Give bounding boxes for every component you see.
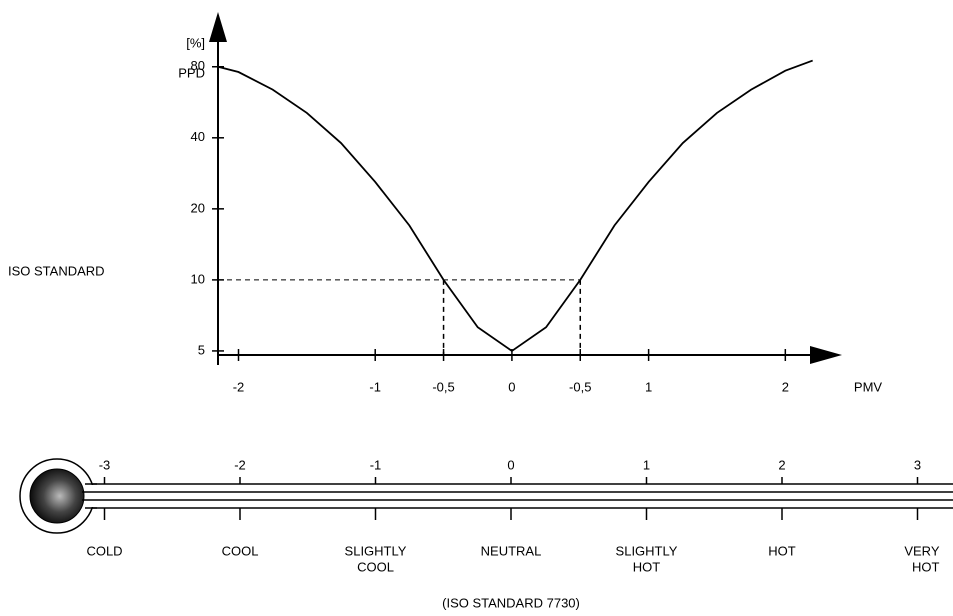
x-tick-label: -0,5 [432, 379, 454, 394]
x-tick-label: 0 [508, 379, 515, 394]
scale-label: SLIGHTLY [616, 543, 678, 558]
y-tick-label: 80 [191, 58, 205, 73]
x-axis-label: PMV [854, 379, 883, 394]
x-tick-label: 1 [645, 379, 652, 394]
x-tick-label: 2 [782, 379, 789, 394]
x-tick-label: -0,5 [569, 379, 591, 394]
bulb [30, 469, 84, 523]
scale-label: VERY [904, 543, 939, 558]
scale-tick-label: -2 [234, 457, 246, 472]
tube-outer [90, 484, 953, 508]
scale-label: HOT [768, 543, 796, 558]
scale-tick-label: 3 [914, 457, 921, 472]
scale-label: COLD [86, 543, 122, 558]
annotation: ISO STANDARD [8, 263, 105, 278]
y-axis-unit: [%] [186, 35, 205, 50]
scale-tick-label: -1 [370, 457, 382, 472]
scale-label: NEUTRAL [481, 543, 542, 558]
scale-tick-label: 2 [778, 457, 785, 472]
scale-caption: (ISO STANDARD 7730) [442, 595, 580, 610]
x-tick-label: -2 [233, 379, 245, 394]
scale-label: SLIGHTLY [345, 543, 407, 558]
scale-tick-label: -3 [99, 457, 111, 472]
scale-label: COOL [222, 543, 259, 558]
scale-tick-label: 0 [507, 457, 514, 472]
y-axis-arrow [209, 12, 227, 42]
scale-label: HOT [633, 559, 661, 574]
scale-tick-label: 1 [643, 457, 650, 472]
scale-label: COOL [357, 559, 394, 574]
tube-inner [80, 492, 953, 500]
bulb-neck [85, 485, 97, 507]
y-tick-label: 40 [191, 129, 205, 144]
chart: [%] PPD PMV ISO STANDARD (ISO STANDARD 7… [0, 0, 953, 616]
x-axis-arrow [810, 346, 842, 364]
y-tick-label: 5 [198, 342, 205, 357]
scale-label: HOT [912, 559, 940, 574]
y-tick-label: 10 [191, 271, 205, 286]
ppd-curve [218, 61, 813, 351]
x-tick-label: -1 [369, 379, 381, 394]
y-tick-label: 20 [191, 200, 205, 215]
